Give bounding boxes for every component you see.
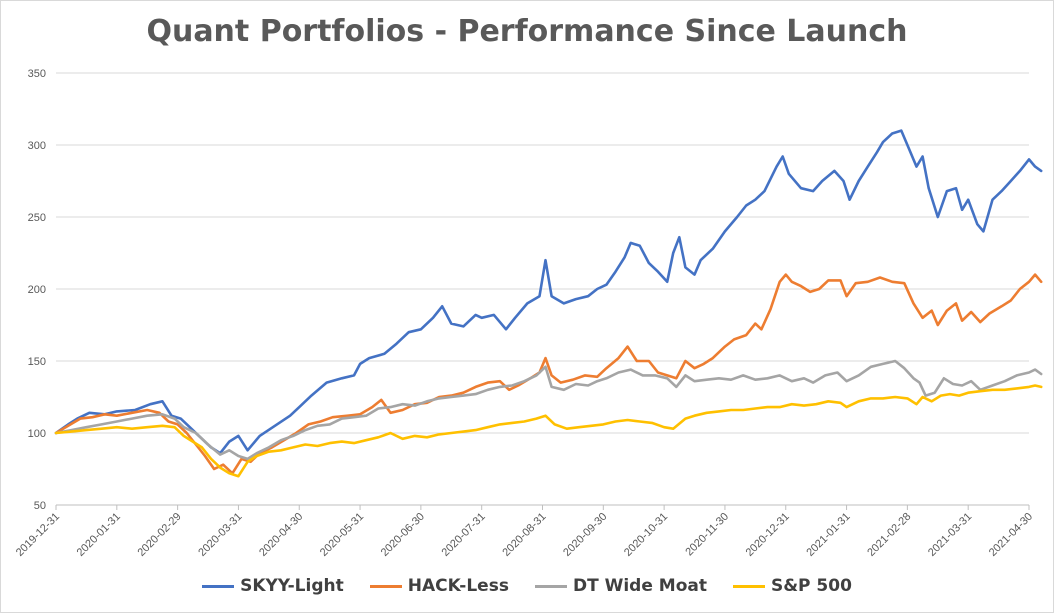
legend-label: SKYY-Light [240, 576, 344, 596]
legend-swatch [202, 584, 235, 588]
x-tick-label: 2019-12-31 [14, 511, 62, 559]
x-tick-label: 2020-02-29 [135, 511, 183, 559]
x-tick-label: 2020-06-30 [379, 511, 427, 559]
legend-label: HACK-Less [407, 576, 509, 596]
legend-item: SKYY-Light [202, 576, 344, 596]
x-tick-label: 2020-07-31 [440, 511, 488, 559]
y-tick-label: 150 [28, 356, 46, 368]
x-tick-label: 2020-04-30 [257, 511, 305, 559]
legend-label: S&P 500 [770, 576, 852, 596]
x-tick-label: 2020-01-31 [75, 511, 123, 559]
legend-label: DT Wide Moat [572, 576, 707, 596]
series-line-dt-wide-moat [54, 359, 1043, 461]
x-tick-label: 2020-11-30 [683, 511, 731, 559]
y-tick-label: 200 [28, 284, 46, 296]
x-tick-label: 2021-02-28 [865, 511, 913, 559]
y-tick-label: 300 [28, 140, 46, 152]
legend-item: DT Wide Moat [534, 576, 707, 596]
y-tick-label: 100 [28, 428, 46, 440]
x-tick-label: 2020-09-30 [561, 511, 609, 559]
series-line-skyy-light [54, 129, 1043, 455]
x-tick-label: 2020-03-31 [196, 511, 244, 559]
x-tick-label: 2020-08-31 [500, 511, 548, 559]
series-line-hack-less [54, 273, 1043, 475]
series-line-s-p-500 [54, 384, 1043, 478]
x-tick-label: 2021-03-31 [926, 511, 974, 559]
legend-item: HACK-Less [369, 576, 509, 596]
legend-swatch [369, 584, 402, 588]
y-tick-label: 250 [28, 212, 46, 224]
chart-legend: SKYY-Light HACK-Less DT Wide Moat S&P 500 [0, 576, 1054, 596]
y-tick-label: 50 [34, 500, 46, 512]
y-tick-label: 350 [28, 68, 46, 80]
legend-swatch [534, 584, 567, 588]
legend-swatch [732, 584, 765, 588]
x-tick-label: 2020-10-31 [622, 511, 670, 559]
x-tick-label: 2021-04-30 [987, 511, 1035, 559]
x-tick-label: 2020-12-31 [744, 511, 792, 559]
legend-item: S&P 500 [732, 576, 852, 596]
chart-title: Quant Portfolios - Performance Since Lau… [146, 14, 908, 49]
x-tick-label: 2021-01-31 [804, 511, 852, 559]
x-tick-label: 2020-05-31 [318, 511, 366, 559]
